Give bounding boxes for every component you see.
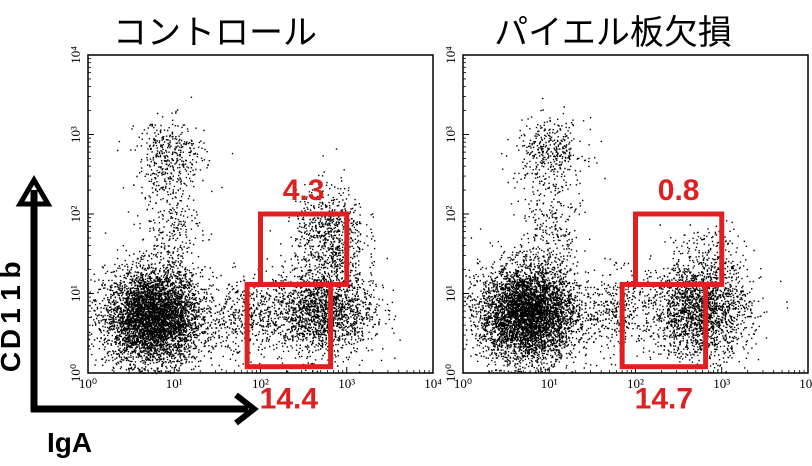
y-tick-label: 10¹ xyxy=(443,285,458,302)
x-axis-label: IgA xyxy=(47,427,92,458)
x-tick-label: 10⁴ xyxy=(424,376,442,391)
y-tick-label: 10² xyxy=(68,205,83,222)
y-axis-label-letter: D xyxy=(0,329,26,349)
x-axis-arrowhead xyxy=(234,392,259,426)
y-tick-label: 10⁴ xyxy=(443,46,458,64)
y-axis-label-letter: C xyxy=(0,352,26,372)
y-axis-label: b 1 1 DC xyxy=(0,261,26,372)
y-tick-label: 10⁴ xyxy=(68,46,83,64)
gates-peyer-deficient: 0.8 14.7 xyxy=(619,174,725,416)
gate-rect xyxy=(244,281,334,370)
y-tick-label: 10² xyxy=(443,205,458,222)
gate-rect xyxy=(619,281,709,370)
x-tick-label: 10² xyxy=(627,376,644,391)
x-tick-label: 10¹ xyxy=(166,376,183,391)
x-tick-label: 10³ xyxy=(338,376,355,391)
y-tick-label: 10⁰ xyxy=(68,364,83,382)
panel-title-peyer-deficient: パイエル板欠損 xyxy=(494,13,732,53)
y-tick-label: 10³ xyxy=(68,126,83,143)
x-tick-label: 10⁰ xyxy=(454,376,472,391)
x-tick-label: 10⁴ xyxy=(799,376,812,391)
gate-percentage-label: 14.4 xyxy=(260,383,319,416)
gate-percentage-label: 0.8 xyxy=(658,174,700,207)
scatter-points-control xyxy=(88,96,401,375)
x-tick-label: 10¹ xyxy=(541,376,558,391)
y-tick-label: 10¹ xyxy=(68,285,83,302)
y-axis-arrowhead xyxy=(15,175,53,207)
panel-title-control: コントロール xyxy=(113,13,317,53)
gates-control: 4.3 14.4 xyxy=(244,174,350,416)
gate-percentage-label: 14.7 xyxy=(635,383,693,416)
y-axis-label-letter: 1 xyxy=(0,285,26,301)
y-tick-label: 10⁰ xyxy=(443,364,458,382)
gate-rect xyxy=(633,211,725,287)
gate-percentage-label: 4.3 xyxy=(283,174,325,207)
x-tick-label: 10³ xyxy=(713,376,730,391)
scatter-dots xyxy=(88,96,401,375)
y-tick-label: 10³ xyxy=(443,126,458,143)
y-axis-label-letter: 1 xyxy=(0,308,26,324)
scatter-dots xyxy=(464,97,789,374)
y-axis-label-letter: b xyxy=(0,261,26,278)
scatter-points-peyer-deficient xyxy=(464,97,789,374)
x-tick-label: 10⁰ xyxy=(79,376,97,391)
axis-arrows xyxy=(15,175,259,426)
x-tick-label: 10² xyxy=(252,376,269,391)
